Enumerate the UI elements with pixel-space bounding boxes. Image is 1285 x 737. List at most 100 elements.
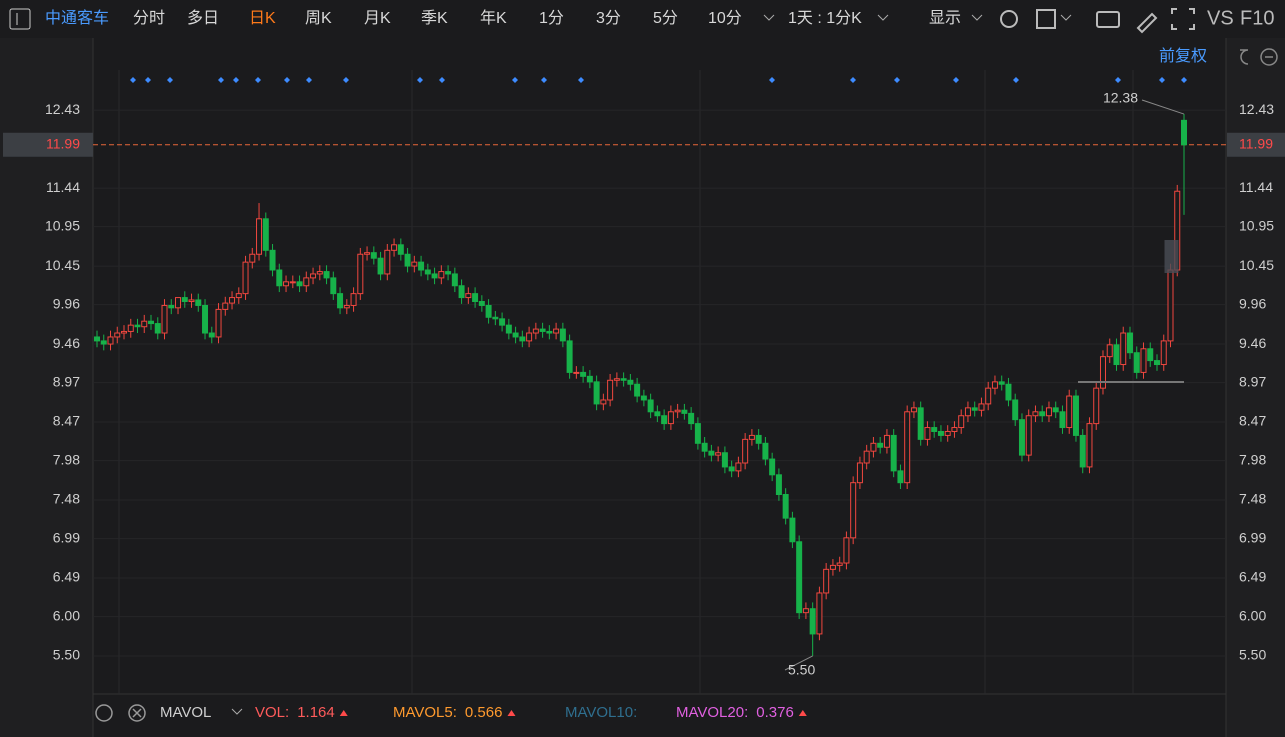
candle-body [688, 412, 695, 425]
candle-body [836, 562, 843, 566]
candle-body [1066, 395, 1073, 429]
candle-body [809, 608, 816, 635]
f10-button[interactable]: F10 [1240, 7, 1274, 29]
candle-body [1153, 360, 1160, 366]
y-tick-label: 8.47 [53, 413, 80, 429]
stock-name[interactable]: 中通客车 [45, 9, 109, 27]
last-price-box [3, 132, 93, 157]
candle-body [377, 257, 384, 275]
event-marker [233, 77, 239, 83]
candle-body [850, 482, 857, 539]
candle-body [856, 462, 863, 484]
y-tick-label-right: 6.00 [1239, 607, 1266, 623]
event-marker [145, 77, 151, 83]
candle-body [512, 332, 519, 338]
candle-body [188, 299, 195, 303]
candle-body [499, 318, 506, 326]
candle-body [249, 253, 256, 263]
display-menu[interactable]: 显示 [929, 10, 961, 27]
candle-body [458, 285, 465, 299]
period-tab[interactable]: 5分 [653, 9, 678, 27]
candle-body [958, 415, 965, 429]
volume-indicator[interactable]: MAVOL [160, 704, 211, 721]
volume-close-icon[interactable] [128, 704, 146, 722]
candle-body [134, 324, 141, 328]
candle-body [816, 592, 823, 635]
period-tab[interactable]: 3分 [596, 9, 621, 27]
zoom-out-icon[interactable] [1260, 48, 1278, 66]
candle-body [262, 218, 269, 251]
menu-icon[interactable] [9, 8, 31, 30]
volume-trend-arrow [798, 710, 807, 716]
candle-body [1079, 434, 1086, 468]
candle-body [384, 249, 391, 275]
candle-body [620, 378, 627, 381]
period-tab[interactable]: 10分 [708, 9, 742, 27]
event-marker [343, 77, 349, 83]
y-tick-label: 9.46 [53, 335, 80, 351]
candle-body [316, 271, 323, 275]
candle-body [1099, 356, 1106, 389]
candle-body [283, 281, 290, 287]
volume-item-value: 0.376 [756, 704, 794, 721]
volume-item-name: MAVOL20: [676, 704, 748, 721]
candle-body [445, 271, 452, 275]
pen-icon[interactable] [1136, 12, 1158, 34]
last-price-box-right [1227, 132, 1285, 157]
candle-body [411, 261, 418, 267]
vs-button[interactable]: VS [1207, 7, 1234, 29]
settings-icon[interactable] [1000, 10, 1018, 28]
period-tab[interactable]: 多日 [187, 9, 219, 27]
candle-body [127, 324, 134, 332]
event-marker [167, 77, 173, 83]
candle-body [674, 409, 681, 413]
candle-body [350, 293, 357, 306]
event-marker [306, 77, 312, 83]
period-tab[interactable]: 季K [421, 9, 448, 27]
dropdown [1060, 14, 1072, 21]
candle-body [931, 427, 938, 432]
box-icon[interactable] [1036, 9, 1056, 29]
candle-body [1160, 340, 1167, 366]
event-marker [850, 77, 856, 83]
candle-body [775, 474, 782, 496]
candle-body [863, 450, 870, 464]
y-tick-label-right: 7.98 [1239, 451, 1266, 467]
candle-body [364, 252, 371, 255]
candle-body [492, 316, 499, 320]
candle-body [607, 379, 614, 401]
period-tab[interactable]: 分时 [133, 9, 165, 27]
candle-body [613, 378, 620, 381]
period-tab[interactable]: 周K [305, 10, 332, 27]
volume-settings-icon[interactable] [95, 704, 113, 722]
event-marker [578, 77, 584, 83]
candle-body [1181, 119, 1187, 146]
camera-icon[interactable] [1096, 11, 1120, 28]
fullscreen-icon[interactable] [1171, 8, 1195, 30]
event-marker [541, 77, 547, 83]
candle-body [161, 304, 168, 334]
period-tab[interactable]: 月K [364, 10, 391, 27]
candle-body [1113, 344, 1120, 366]
period-tab[interactable]: 年K [480, 9, 507, 27]
candle-body [154, 323, 161, 334]
annotation-leader [784, 655, 813, 671]
reset-icon[interactable] [1240, 49, 1249, 65]
y-tick-label-right: 5.50 [1239, 647, 1266, 663]
candle-body [654, 411, 661, 417]
candle-body [890, 434, 897, 472]
candle-body [782, 494, 789, 519]
annotation-leader [1141, 99, 1185, 115]
period-tab[interactable]: 日K [249, 10, 276, 27]
range-box [1164, 240, 1179, 273]
volume-legend: VOL: 1.164 MAVOL5: 0.566 MAVOL10: MAVOL20: 0.3… [255, 704, 807, 721]
candle-body [546, 330, 553, 334]
candle-body [1018, 419, 1025, 456]
candle-body [1093, 387, 1100, 425]
adjust-mode[interactable]: 前复权 [1159, 47, 1207, 65]
interval[interactable]: 1天 : 1分K [788, 9, 862, 27]
period-tab[interactable]: 1分 [539, 9, 564, 27]
candle-body [910, 407, 917, 413]
